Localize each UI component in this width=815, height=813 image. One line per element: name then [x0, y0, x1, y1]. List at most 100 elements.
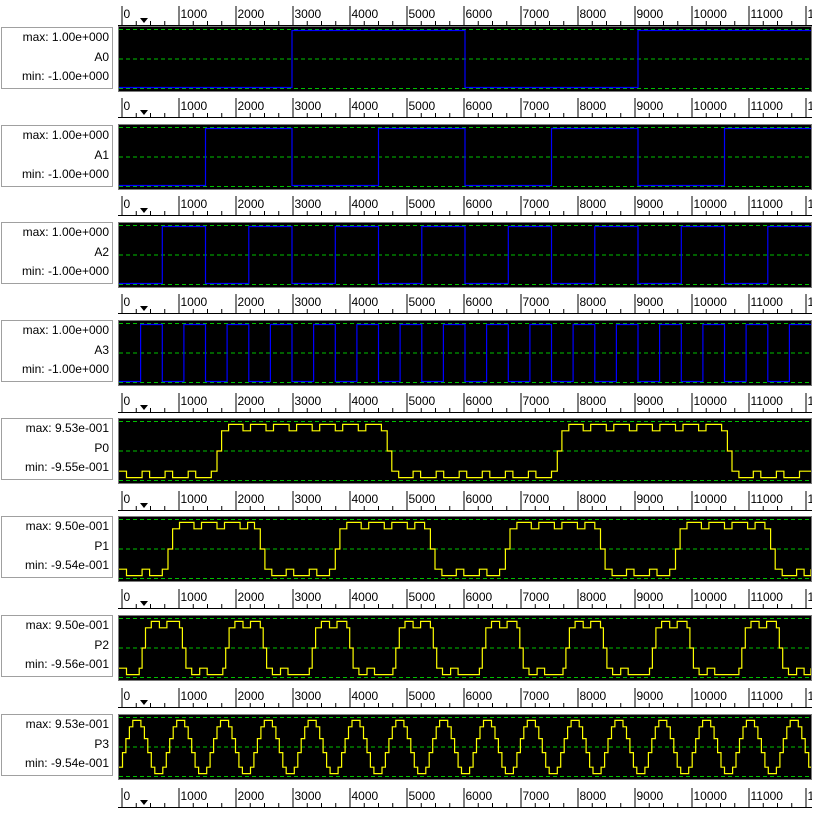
ruler-tick-label: 1000	[181, 789, 208, 803]
ruler-tick-label: 10000	[694, 590, 728, 604]
channel-name: P3	[94, 737, 109, 751]
ruler-tick-label: 2000	[238, 99, 265, 113]
channel-plot-a2[interactable]	[118, 222, 812, 288]
channel-plot-p2[interactable]	[118, 615, 812, 681]
time-ruler[interactable]: 0 1000 2000 3000 4000 5000 6000 7000 8000 9000 100…	[118, 194, 812, 216]
ruler-tick-label: 5000	[409, 689, 436, 703]
time-ruler[interactable]: 0 1000 2000 3000 4000 5000 6000 7000 8000 9000 100…	[118, 686, 812, 708]
ruler-tick-label: 9000	[637, 99, 664, 113]
ruler-tick-label: 8000	[580, 394, 607, 408]
time-ruler[interactable]: 0 1000 2000 3000 4000 5000 6000 7000 8000 9000 100…	[118, 489, 812, 511]
channel-min: min: -1.00e+000	[21, 167, 109, 181]
channel-plot-p1[interactable]	[118, 516, 812, 582]
ruler-tick-label: 1000	[181, 295, 208, 309]
channel-name: A3	[94, 343, 109, 357]
time-ruler[interactable]: 0 1000 2000 3000 4000 5000 6000 7000 8000 9000 100…	[118, 292, 812, 314]
ruler-tick-label: 9000	[637, 789, 664, 803]
channel-min: min: -1.00e+000	[21, 69, 109, 83]
ruler-tick-label: 7000	[523, 7, 550, 21]
triangle-marker-icon[interactable]	[140, 110, 148, 115]
time-ruler-svg: 0 1000 2000 3000 4000 5000 6000 7000 8000 9000 100…	[118, 6, 813, 26]
ruler-tick-label: 1000	[181, 394, 208, 408]
ruler-tick-label: 5000	[409, 394, 436, 408]
ruler-tick-label: 11000	[751, 295, 784, 309]
channel-plot-p0[interactable]	[118, 418, 812, 484]
time-ruler-svg: 0 1000 2000 3000 4000 5000 6000 7000 8000 9000 100…	[118, 196, 812, 216]
triangle-marker-icon[interactable]	[140, 700, 148, 705]
channel-max: max: 9.50e-001	[25, 618, 109, 632]
triangle-marker-icon[interactable]	[140, 405, 148, 410]
triangle-marker-icon[interactable]	[140, 306, 148, 311]
channel-plot-a1[interactable]	[118, 124, 812, 190]
waveform-trace	[119, 719, 811, 775]
channel-plot-a3[interactable]	[118, 320, 812, 386]
ruler-tick-label: 8000	[580, 7, 607, 21]
waveform-trace	[119, 423, 811, 479]
ruler-tick-label: 4000	[352, 7, 379, 21]
ruler-tick-label: 12000	[808, 590, 813, 604]
ruler-tick-label: 10000	[694, 7, 728, 21]
ruler-tick-label: 4000	[352, 99, 379, 113]
ruler-tick-label: 0	[124, 197, 131, 211]
ruler-tick-label: 0	[124, 295, 131, 309]
triangle-marker-icon[interactable]	[140, 601, 148, 606]
triangle-marker-icon[interactable]	[140, 503, 148, 508]
time-ruler-svg: 0 1000 2000 3000 4000 5000 6000 7000 8000 9000 100…	[118, 491, 812, 511]
channel-plot-a0[interactable]	[118, 26, 812, 92]
triangle-marker-icon[interactable]	[140, 18, 148, 23]
ruler-tick-label: 9000	[637, 197, 664, 211]
channel-max: max: 1.00e+000	[22, 323, 109, 337]
ruler-tick-label: 12000	[808, 99, 813, 113]
ruler-tick-label: 0	[124, 789, 131, 803]
time-ruler-svg: 0 1000 2000 3000 4000 5000 6000 7000 8000 9000 100…	[118, 294, 812, 314]
channel-min: min: -9.56e-001	[24, 657, 109, 671]
ruler-tick-label: 8000	[580, 689, 607, 703]
ruler-tick-label: 3000	[295, 689, 322, 703]
time-ruler[interactable]: 0 1000 2000 3000 4000 5000 6000 7000 8000 9000 100…	[118, 786, 812, 808]
ruler-tick-label: 11000	[751, 197, 784, 211]
waveform-trace	[119, 225, 811, 285]
time-ruler-svg: 0 1000 2000 3000 4000 5000 6000 7000 8000 9000 100…	[118, 98, 813, 118]
channel-label-p3: max: 9.53e-001 P3 min: -9.54e-001	[1, 714, 113, 776]
channel-plot-p3[interactable]	[118, 714, 812, 780]
triangle-marker-icon[interactable]	[140, 208, 148, 213]
ruler-tick-label: 8000	[580, 197, 607, 211]
channel-max: max: 9.53e-001	[25, 421, 109, 435]
channel-min: min: -9.54e-001	[24, 756, 109, 770]
channel-label-p2: max: 9.50e-001 P2 min: -9.56e-001	[1, 615, 113, 677]
ruler-tick-label: 5000	[409, 789, 436, 803]
ruler-tick-label: 12000	[808, 7, 813, 21]
channel-max: max: 1.00e+000	[22, 128, 109, 142]
ruler-tick-label: 1000	[181, 7, 208, 21]
channel-name: P1	[94, 539, 109, 553]
ruler-tick-label: 3000	[295, 394, 322, 408]
waveform-trace	[119, 323, 811, 383]
ruler-tick-label: 9000	[637, 590, 664, 604]
ruler-tick-label: 12000	[808, 394, 813, 408]
ruler-tick-label: 0	[124, 492, 131, 506]
ruler-tick-label: 11000	[751, 689, 784, 703]
channel-max: max: 1.00e+000	[22, 225, 109, 239]
ruler-tick-label: 2000	[238, 590, 265, 604]
waveform-trace	[119, 127, 811, 187]
time-ruler[interactable]: 0 1000 2000 3000 4000 5000 6000 7000 8000 9000 100…	[118, 4, 812, 26]
ruler-tick-label: 10000	[694, 197, 728, 211]
ruler-tick-label: 3000	[295, 590, 322, 604]
channel-label-a2: max: 1.00e+000 A2 min: -1.00e+000	[1, 222, 113, 284]
plot-canvas	[119, 127, 811, 187]
time-ruler[interactable]: 0 1000 2000 3000 4000 5000 6000 7000 8000 9000 100…	[118, 587, 812, 609]
ruler-tick-label: 1000	[181, 99, 208, 113]
ruler-tick-label: 1000	[181, 590, 208, 604]
plot-canvas	[119, 323, 811, 383]
ruler-tick-label: 11000	[751, 492, 784, 506]
time-ruler[interactable]: 0 1000 2000 3000 4000 5000 6000 7000 8000 9000 100…	[118, 96, 812, 118]
ruler-tick-label: 6000	[466, 590, 493, 604]
ruler-tick-label: 9000	[637, 7, 664, 21]
ruler-tick-label: 6000	[466, 7, 493, 21]
time-ruler[interactable]: 0 1000 2000 3000 4000 5000 6000 7000 8000 9000 100…	[118, 391, 812, 413]
triangle-marker-icon[interactable]	[140, 800, 148, 805]
ruler-tick-label: 3000	[295, 492, 322, 506]
ruler-tick-label: 9000	[637, 492, 664, 506]
ruler-tick-label: 12000	[808, 689, 813, 703]
